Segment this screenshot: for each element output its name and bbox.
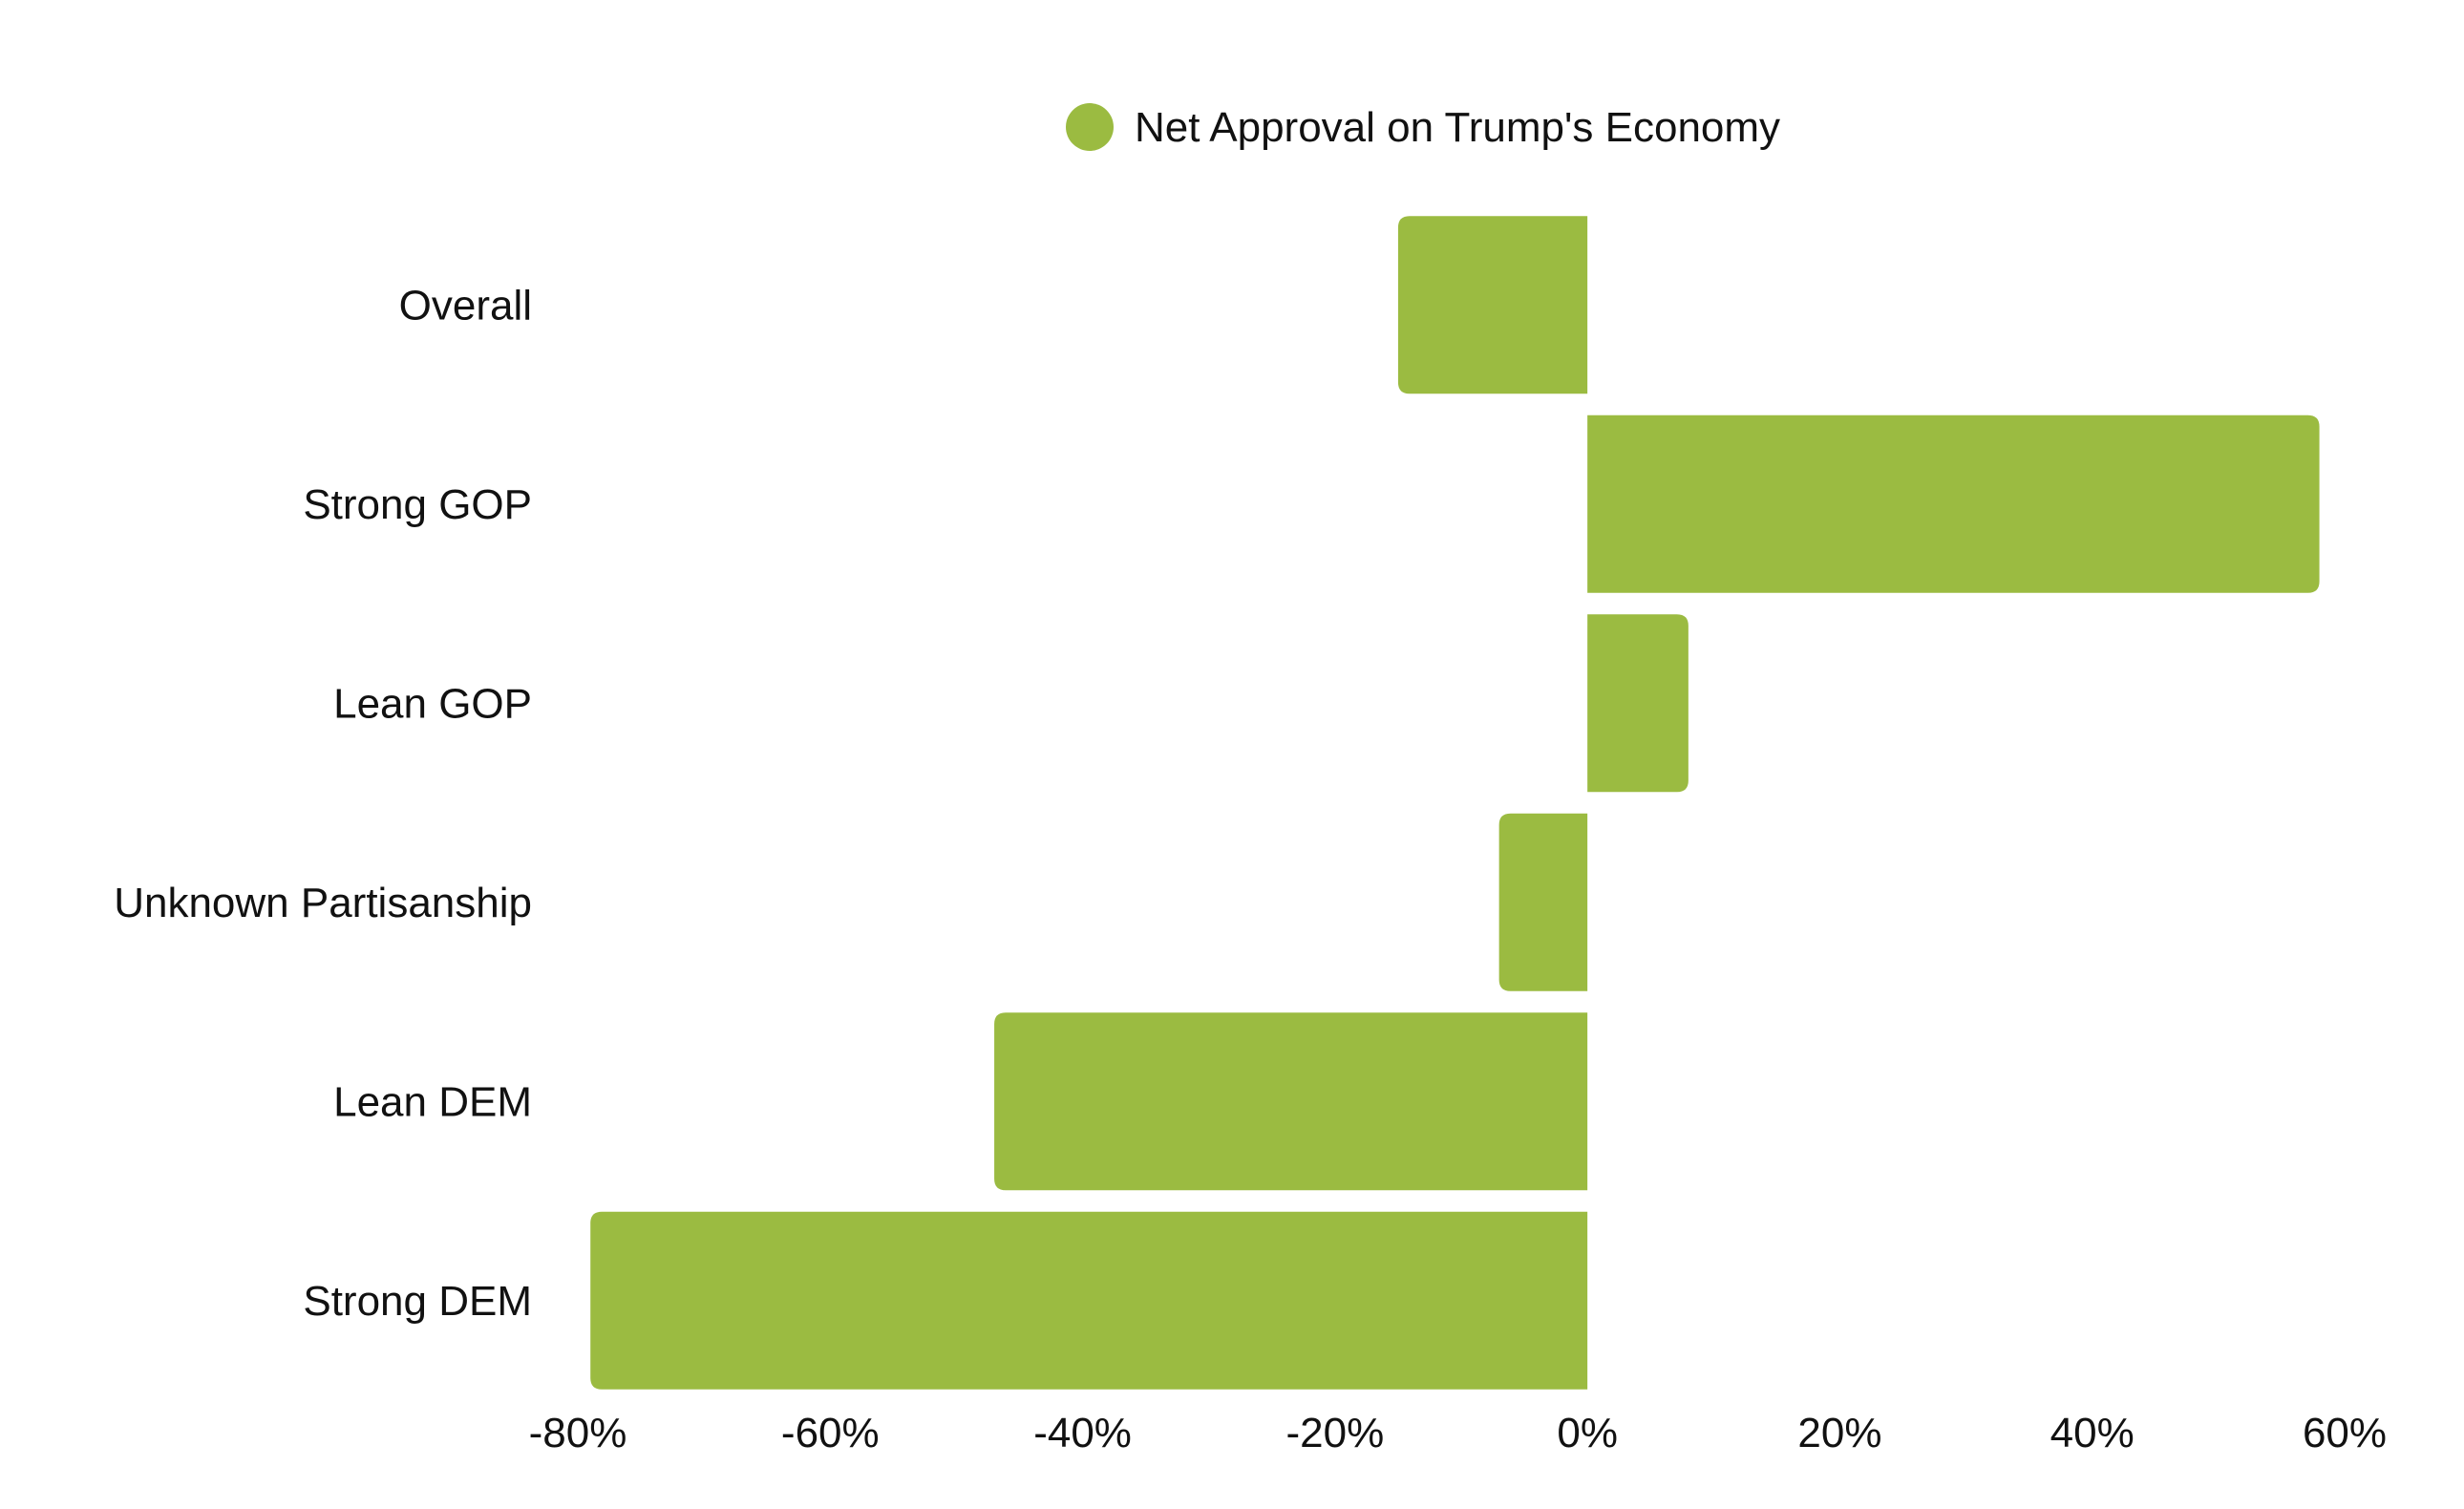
bar-lean-dem bbox=[994, 1012, 1588, 1191]
x-tick-label: -20% bbox=[1285, 1410, 1384, 1456]
bar-strong-gop bbox=[1587, 414, 2320, 593]
category-label: Lean DEM bbox=[333, 1078, 532, 1125]
bar-lean-gop bbox=[1587, 614, 1689, 793]
bar-unknown-partisanship bbox=[1498, 813, 1588, 991]
x-tick-label: 20% bbox=[1797, 1410, 1881, 1456]
legend: Net Approval on Trump's Economy bbox=[1066, 103, 1780, 151]
x-tick-label: 60% bbox=[2303, 1410, 2387, 1456]
x-tick-label: -80% bbox=[529, 1410, 627, 1456]
x-tick-label: 40% bbox=[2050, 1410, 2135, 1456]
bar-strong-dem bbox=[590, 1211, 1588, 1390]
x-tick-label: 0% bbox=[1557, 1410, 1618, 1456]
x-tick-label: -60% bbox=[781, 1410, 880, 1456]
legend-label: Net Approval on Trump's Economy bbox=[1135, 104, 1780, 151]
category-label: Strong DEM bbox=[303, 1278, 532, 1325]
category-label: Unknown Partisanship bbox=[114, 880, 532, 926]
bars-group bbox=[590, 216, 2320, 1390]
category-labels: Overall Strong GOP Lean GOP Unknown Partisa… bbox=[114, 282, 532, 1325]
legend-swatch bbox=[1066, 103, 1114, 151]
category-label: Overall bbox=[399, 282, 532, 329]
category-label: Strong GOP bbox=[303, 481, 532, 528]
bar-overall bbox=[1397, 216, 1588, 394]
x-axis-tick-labels: -80% -60% -40% -20% 0% 20% 40% 60% bbox=[529, 1410, 2387, 1456]
category-label: Lean GOP bbox=[333, 680, 532, 727]
x-tick-label: -40% bbox=[1033, 1410, 1132, 1456]
